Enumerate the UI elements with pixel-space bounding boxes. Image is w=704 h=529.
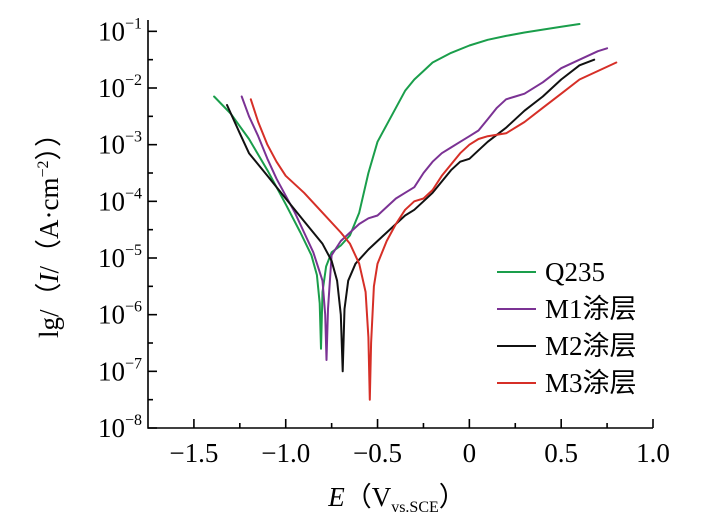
y-tick-exponent: −7	[125, 355, 142, 372]
y-tick-label: 10−8	[98, 412, 142, 443]
x-tick-label: −1.0	[261, 438, 310, 468]
y-tick-exponent: −2	[125, 72, 142, 89]
series-line-M2涂层	[226, 58, 596, 373]
x-axis-unit-subscript: vs.SCE	[391, 499, 439, 516]
y-axis-title: lg/（I/（A·cm−2））	[34, 120, 64, 338]
y-tick-exponent: −3	[125, 129, 142, 146]
y-axis-unit: A·cm	[34, 178, 64, 239]
series-line-M1涂层	[240, 47, 609, 361]
y-tick-exponent: −1	[125, 15, 142, 32]
y-axis-variable: I	[34, 272, 64, 284]
y-tick-base: 10	[98, 130, 125, 160]
y-axis-prefix: lg/（	[34, 283, 64, 339]
series-lines	[213, 23, 618, 401]
y-tick-label: 10−7	[98, 355, 142, 386]
x-tick-label: 0	[463, 438, 477, 468]
y-axis-ticks: 10−810−710−610−510−410−310−210−1	[98, 15, 157, 443]
y-tick-exponent: −5	[125, 242, 142, 259]
y-tick-base: 10	[98, 356, 125, 386]
series-line-M3涂层	[249, 61, 618, 401]
series-line-Q235	[213, 23, 581, 350]
y-tick-label: 10−3	[98, 129, 142, 160]
legend-label: M2涂层	[545, 331, 637, 361]
y-tick-base: 10	[98, 243, 125, 273]
y-tick-label: 10−1	[98, 15, 142, 46]
y-axis-separator: /（	[34, 239, 64, 274]
y-tick-base: 10	[98, 73, 125, 103]
y-tick-base: 10	[98, 413, 125, 443]
y-tick-base: 10	[98, 186, 125, 216]
x-tick-label: 1.0	[636, 438, 670, 468]
y-tick-exponent: −6	[125, 299, 142, 316]
y-tick-label: 10−4	[98, 185, 142, 216]
y-tick-base: 10	[98, 16, 125, 46]
y-tick-label: 10−2	[98, 72, 142, 103]
x-axis-close: ）	[439, 482, 466, 512]
y-tick-exponent: −4	[125, 185, 142, 202]
y-tick-base: 10	[98, 300, 125, 330]
x-axis-title: E（Vvs.SCE）	[327, 482, 466, 516]
y-axis-close: ））	[34, 120, 64, 161]
legend-label: M1涂层	[545, 294, 637, 324]
y-tick-label: 10−6	[98, 299, 142, 330]
x-axis-unit: V	[372, 482, 392, 512]
y-axis-unit-superscript: −2	[35, 160, 52, 177]
x-tick-label: 0.5	[544, 438, 578, 468]
y-tick-exponent: −8	[125, 412, 142, 429]
x-tick-label: −1.5	[169, 438, 218, 468]
y-tick-label: 10−5	[98, 242, 142, 273]
x-axis-variable: E	[327, 482, 345, 512]
x-axis-open: （	[345, 482, 372, 512]
legend: Q235 M1涂层 M2涂层 M3涂层	[497, 257, 637, 398]
legend-label: M3涂层	[545, 368, 637, 398]
legend-label: Q235	[545, 257, 605, 287]
x-axis-ticks: −1.5 −1.0 −0.5 0 0.5 1.0	[169, 419, 670, 468]
x-tick-label: −0.5	[353, 438, 402, 468]
